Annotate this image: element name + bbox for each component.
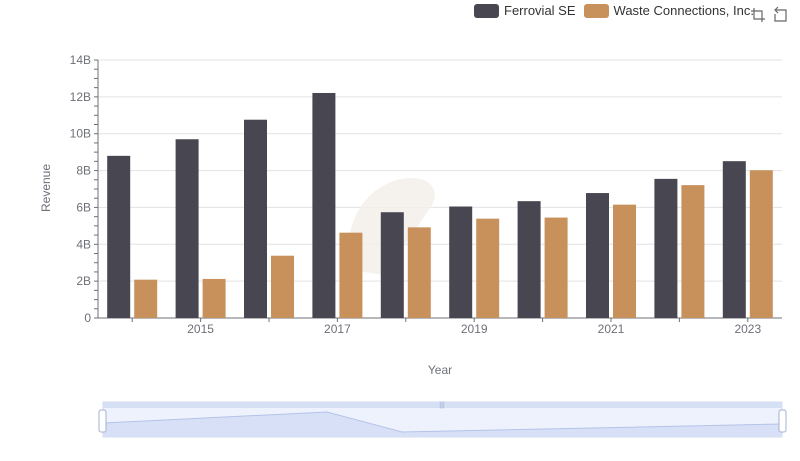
x-tick-label: 2021 [598, 322, 625, 336]
y-tick-label: 8B [76, 164, 91, 178]
restore-icon[interactable] [771, 6, 789, 24]
bar-ferrovial-2022[interactable] [654, 178, 678, 318]
legend-label-waste-connections: Waste Connections, Inc. [613, 3, 754, 18]
bar-waste-connections-2018[interactable] [407, 227, 431, 318]
grid-lines [98, 59, 782, 282]
bar-waste-connections-2022[interactable] [681, 185, 705, 318]
y-axis: 0 2B 4B 6B 8B 10B 12B 14B [70, 53, 99, 325]
bars [107, 92, 773, 318]
bar-waste-connections-2014[interactable] [134, 279, 158, 318]
bar-ferrovial-2018[interactable] [380, 212, 404, 318]
x-tick-label: 2019 [461, 322, 488, 336]
y-tick-label: 12B [70, 90, 91, 104]
slider-move-bar[interactable] [103, 402, 782, 408]
y-tick-label: 14B [70, 53, 91, 67]
bar-waste-connections-2019[interactable] [476, 218, 500, 318]
bar-waste-connections-2021[interactable] [613, 204, 636, 318]
bar-waste-connections-2016[interactable] [271, 255, 294, 318]
bar-waste-connections-2020[interactable] [544, 217, 568, 318]
legend-swatch-ferrovial [474, 3, 499, 18]
data-zoom-slider[interactable]: ||| [98, 401, 787, 438]
y-tick-label: 4B [76, 237, 91, 251]
bar-ferrovial-2015[interactable] [175, 139, 199, 318]
legend: Ferrovial SE Waste Connections, Inc. [474, 3, 762, 18]
bar-ferrovial-2020[interactable] [517, 201, 541, 318]
x-tick-label: 2023 [734, 322, 761, 336]
chart-toolbar [745, 6, 789, 24]
bar-ferrovial-2016[interactable] [244, 119, 267, 318]
y-tick-label: 6B [76, 200, 91, 214]
bar-waste-connections-2015[interactable] [202, 278, 226, 318]
x-tick-label: 2015 [187, 322, 214, 336]
y-tick-label: 10B [70, 127, 91, 141]
legend-swatch-waste-connections [583, 3, 609, 18]
bar-ferrovial-2019[interactable] [449, 206, 473, 318]
x-axis-label: Year [428, 363, 452, 377]
slider-area [103, 412, 782, 437]
zoom-icon[interactable] [749, 6, 767, 24]
slider-grip-icon[interactable]: ||| [439, 402, 445, 409]
slider-line [102, 411, 783, 433]
slider-left-handle[interactable] [98, 409, 107, 433]
slider-right-handle[interactable] [778, 409, 787, 433]
bar-ferrovial-2021[interactable] [586, 193, 609, 318]
legend-item-ferrovial[interactable]: Ferrovial SE [474, 3, 576, 18]
legend-item-waste-connections[interactable]: Waste Connections, Inc. [583, 3, 754, 18]
y-axis-label: Revenue [39, 164, 53, 212]
y-tick-label: 2B [76, 274, 91, 288]
bar-waste-connections-2017[interactable] [339, 232, 363, 318]
bar-waste-connections-2023[interactable] [749, 170, 773, 318]
bar-ferrovial-2014[interactable] [107, 155, 131, 318]
y-tick-label: 0 [84, 311, 91, 325]
x-tick-label: 2017 [324, 322, 351, 336]
bar-ferrovial-2017[interactable] [312, 92, 336, 318]
legend-label-ferrovial: Ferrovial SE [504, 3, 576, 18]
bar-ferrovial-2023[interactable] [722, 161, 746, 318]
x-axis: 2015 2017 2019 2021 2023 [98, 317, 782, 336]
